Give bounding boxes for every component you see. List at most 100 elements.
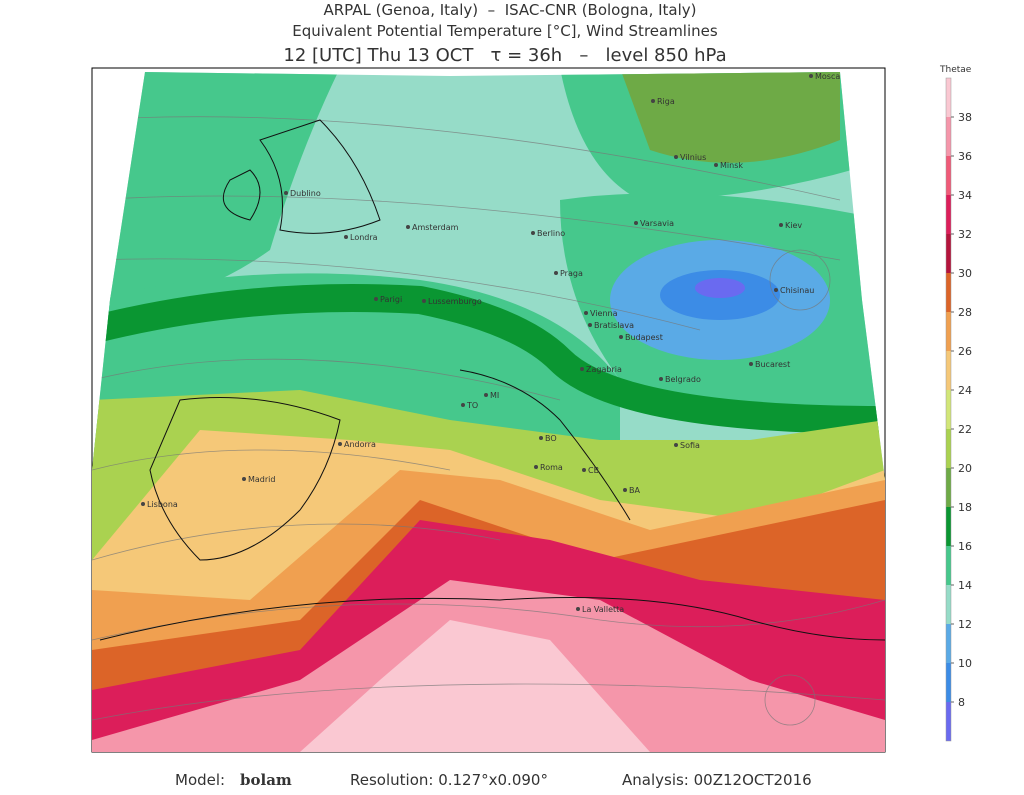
colorbar-band bbox=[946, 312, 951, 351]
colorbar-band bbox=[946, 585, 951, 624]
city: TO bbox=[466, 401, 478, 410]
map bbox=[92, 72, 885, 752]
colorbar-band bbox=[946, 429, 951, 468]
city: Dublino bbox=[290, 189, 321, 198]
city: Vienna bbox=[590, 309, 618, 318]
colorbar-tick-label: 12 bbox=[958, 618, 972, 631]
colorbar-band bbox=[946, 195, 951, 234]
colorbar-tick-label: 20 bbox=[958, 462, 972, 475]
colorbar-tick-label: 22 bbox=[958, 423, 972, 436]
city: Andorra bbox=[344, 440, 376, 449]
city-dot bbox=[623, 488, 627, 492]
colorbar-tick-label: 26 bbox=[958, 345, 972, 358]
city: Berlino bbox=[537, 229, 565, 238]
footer-model-label: Model: bbox=[175, 771, 225, 789]
colorbar-tick-label: 30 bbox=[958, 267, 972, 280]
colorbar-tick-label: 8 bbox=[958, 696, 965, 709]
city-dot bbox=[659, 377, 663, 381]
colorbar-tick-label: 34 bbox=[958, 189, 972, 202]
colorbar-band bbox=[946, 273, 951, 312]
city: Madrid bbox=[248, 475, 275, 484]
city-dot bbox=[576, 607, 580, 611]
colorbar-frame bbox=[945, 77, 952, 742]
colorbar-tick-label: 24 bbox=[958, 384, 972, 397]
city-dot bbox=[284, 191, 288, 195]
city-labels: Dublino Londra Amsterdam Berlino Varsavi… bbox=[141, 72, 840, 614]
city-dot bbox=[406, 225, 410, 229]
city-dot bbox=[461, 403, 465, 407]
colorbar-band bbox=[946, 468, 951, 507]
city-dot bbox=[141, 502, 145, 506]
city-dot bbox=[242, 477, 246, 481]
city: Chisinau bbox=[780, 286, 814, 295]
city-dot bbox=[580, 367, 584, 371]
colorbar-tick-label: 38 bbox=[958, 111, 972, 124]
colorbar-tick-label: 14 bbox=[958, 579, 972, 592]
city: Amsterdam bbox=[412, 223, 459, 232]
city-dot bbox=[634, 221, 638, 225]
footer-analysis: Analysis: 00Z12OCT2016 bbox=[622, 771, 812, 789]
city: Londra bbox=[350, 233, 378, 242]
colorbar-title: Thetae bbox=[939, 65, 972, 75]
city-dot bbox=[674, 155, 678, 159]
city: Vilnius bbox=[680, 153, 706, 162]
city: La Valletta bbox=[582, 605, 624, 614]
city-dot bbox=[484, 393, 488, 397]
header-line3: 12 [UTC] Thu 13 OCT τ = 36h – level 850 … bbox=[283, 45, 726, 66]
city: Lussemburgo bbox=[428, 297, 482, 306]
city: BO bbox=[545, 434, 557, 443]
colorbar-tick-label: 16 bbox=[958, 540, 972, 553]
colorbar: Thetae 8 10 12 14 16 18 20 22 24 26 28 30 32 34 36 38 bbox=[939, 65, 972, 742]
city: Riga bbox=[657, 97, 675, 106]
city-dot bbox=[422, 299, 426, 303]
colorbar-band bbox=[946, 78, 951, 117]
colorbar-band bbox=[946, 117, 951, 156]
city: Bratislava bbox=[594, 321, 634, 330]
city-dot bbox=[651, 99, 655, 103]
colorbar-tick-label: 32 bbox=[958, 228, 972, 241]
city-dot bbox=[338, 442, 342, 446]
colorbar-band bbox=[946, 702, 951, 741]
colorbar-band bbox=[946, 234, 951, 273]
city-dot bbox=[554, 271, 558, 275]
header-line2: Equivalent Potential Temperature [°C], W… bbox=[292, 22, 718, 40]
colorbar-band bbox=[946, 390, 951, 429]
city: MI bbox=[490, 391, 499, 400]
city-dot bbox=[619, 335, 623, 339]
city-dot bbox=[714, 163, 718, 167]
city: BA bbox=[629, 486, 640, 495]
colorbar-band bbox=[946, 663, 951, 702]
city-dot bbox=[344, 235, 348, 239]
city: Belgrado bbox=[665, 375, 701, 384]
city-dot bbox=[588, 323, 592, 327]
city-dot bbox=[674, 443, 678, 447]
city-dot bbox=[531, 231, 535, 235]
colorbar-band bbox=[946, 546, 951, 585]
colorbar-tick-label: 36 bbox=[958, 150, 972, 163]
city-dot bbox=[809, 74, 813, 78]
city: Praga bbox=[560, 269, 583, 278]
city-dot bbox=[374, 297, 378, 301]
city: CB bbox=[588, 466, 599, 475]
city-dot bbox=[774, 288, 778, 292]
city: Budapest bbox=[625, 333, 663, 342]
header-line1: ARPAL (Genoa, Italy) – ISAC-CNR (Bologna… bbox=[323, 1, 696, 19]
footer-resolution: Resolution: 0.127°x0.090° bbox=[350, 771, 548, 789]
city: Varsavia bbox=[640, 219, 674, 228]
city-dot bbox=[779, 223, 783, 227]
city-dot bbox=[582, 468, 586, 472]
colorbar-tick-label: 28 bbox=[958, 306, 972, 319]
city: Bucarest bbox=[755, 360, 790, 369]
colorbar-tick-label: 10 bbox=[958, 657, 972, 670]
city: Roma bbox=[540, 463, 563, 472]
city-dot bbox=[539, 436, 543, 440]
city-dot bbox=[534, 465, 538, 469]
colorbar-band bbox=[946, 156, 951, 195]
city-dot bbox=[584, 311, 588, 315]
colorbar-tick-label: 18 bbox=[958, 501, 972, 514]
city: Parigi bbox=[380, 295, 402, 304]
city-dot bbox=[749, 362, 753, 366]
city: Minsk bbox=[720, 161, 743, 170]
city: Lisbona bbox=[147, 500, 178, 509]
